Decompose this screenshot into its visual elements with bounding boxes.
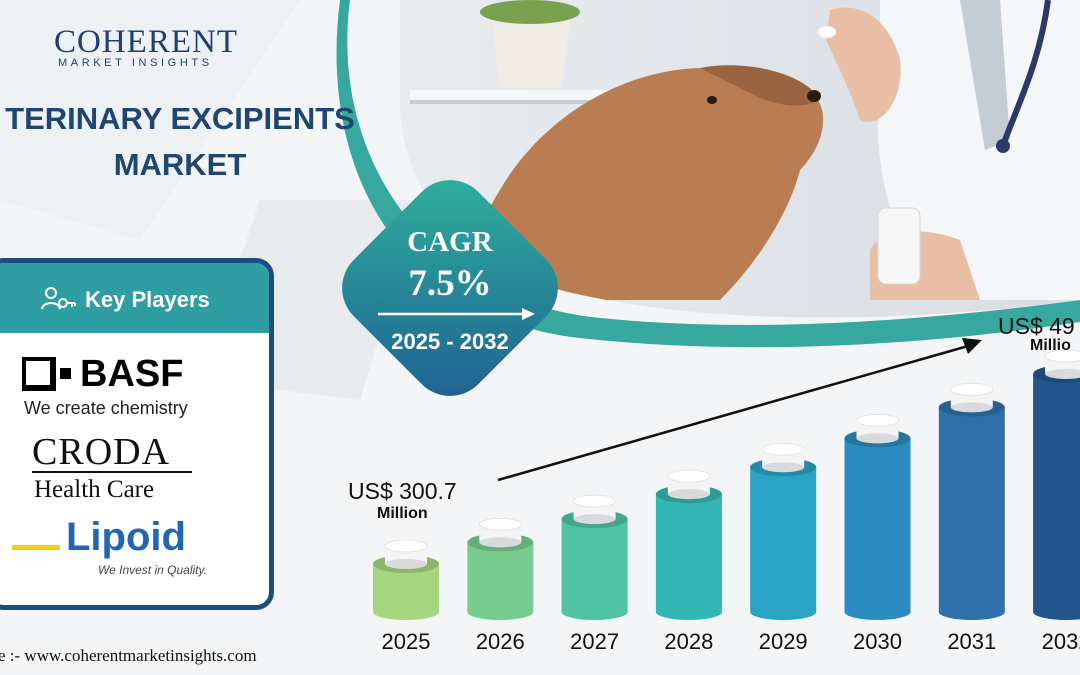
lipoid-name: Lipoid [66,515,186,559]
basf-tagline: We create chemistry [24,398,188,418]
cagr-period: 2025 - 2032 [391,329,509,354]
bar-2030 [844,413,911,620]
year-label-2032: 2032 [1042,629,1080,654]
bar-2027 [561,494,628,620]
year-label-2031: 2031 [947,629,996,654]
end-value-label: US$ 49 [998,313,1075,339]
key-people-icon [41,287,76,310]
title-line-1: TERINARY EXCIPIENTS [5,101,355,136]
title-line-2: MARKET [113,147,247,182]
key-players-header: Key Players [0,263,269,333]
company-logo: COHERENT MARKET INSIGHTS [54,24,264,74]
key-players-card: Key Players [0,258,274,610]
lipoid-tagline: We Invest in Quality. [98,563,207,577]
croda-name: CRODA [32,431,171,473]
year-label-2026: 2026 [476,629,525,654]
year-label-2027: 2027 [570,629,619,654]
croda-tagline: Health Care [34,476,155,503]
key-players-heading: Key Players [85,287,210,312]
basf-name: BASF [80,353,184,395]
bar-2031 [938,382,1005,620]
cagr-value: 7.5% [408,263,492,304]
bar-2029 [750,442,817,620]
trend-arrow [497,344,969,482]
end-value-unit: Millio [1030,337,1071,354]
year-label-2025: 2025 [382,629,431,654]
logo-tagline: MARKET INSIGHTS [58,57,213,69]
basf-squares-icon [22,357,71,391]
trend-arrow-head [962,338,982,354]
logo-name: COHERENT [54,24,238,60]
year-label-2030: 2030 [853,629,902,654]
bar-2025 [373,539,439,620]
lipoid-accent-bar [12,545,60,550]
source-text: e :- www.coherentmarketinsights.com [0,646,257,665]
basf-logo: BASF [22,353,222,395]
page-title: TERINARY EXCIPIENTS MARKET [0,96,400,188]
year-label-2028: 2028 [664,629,713,654]
cagr-label: CAGR [407,226,493,258]
bar-2032 [1033,349,1080,620]
start-value-label: US$ 300.7 [348,478,457,504]
start-value-unit: Million [377,505,428,522]
croda-divider [32,471,192,473]
year-label-2029: 2029 [759,629,808,654]
bar-2026 [467,517,534,620]
bar-2028 [655,469,722,620]
